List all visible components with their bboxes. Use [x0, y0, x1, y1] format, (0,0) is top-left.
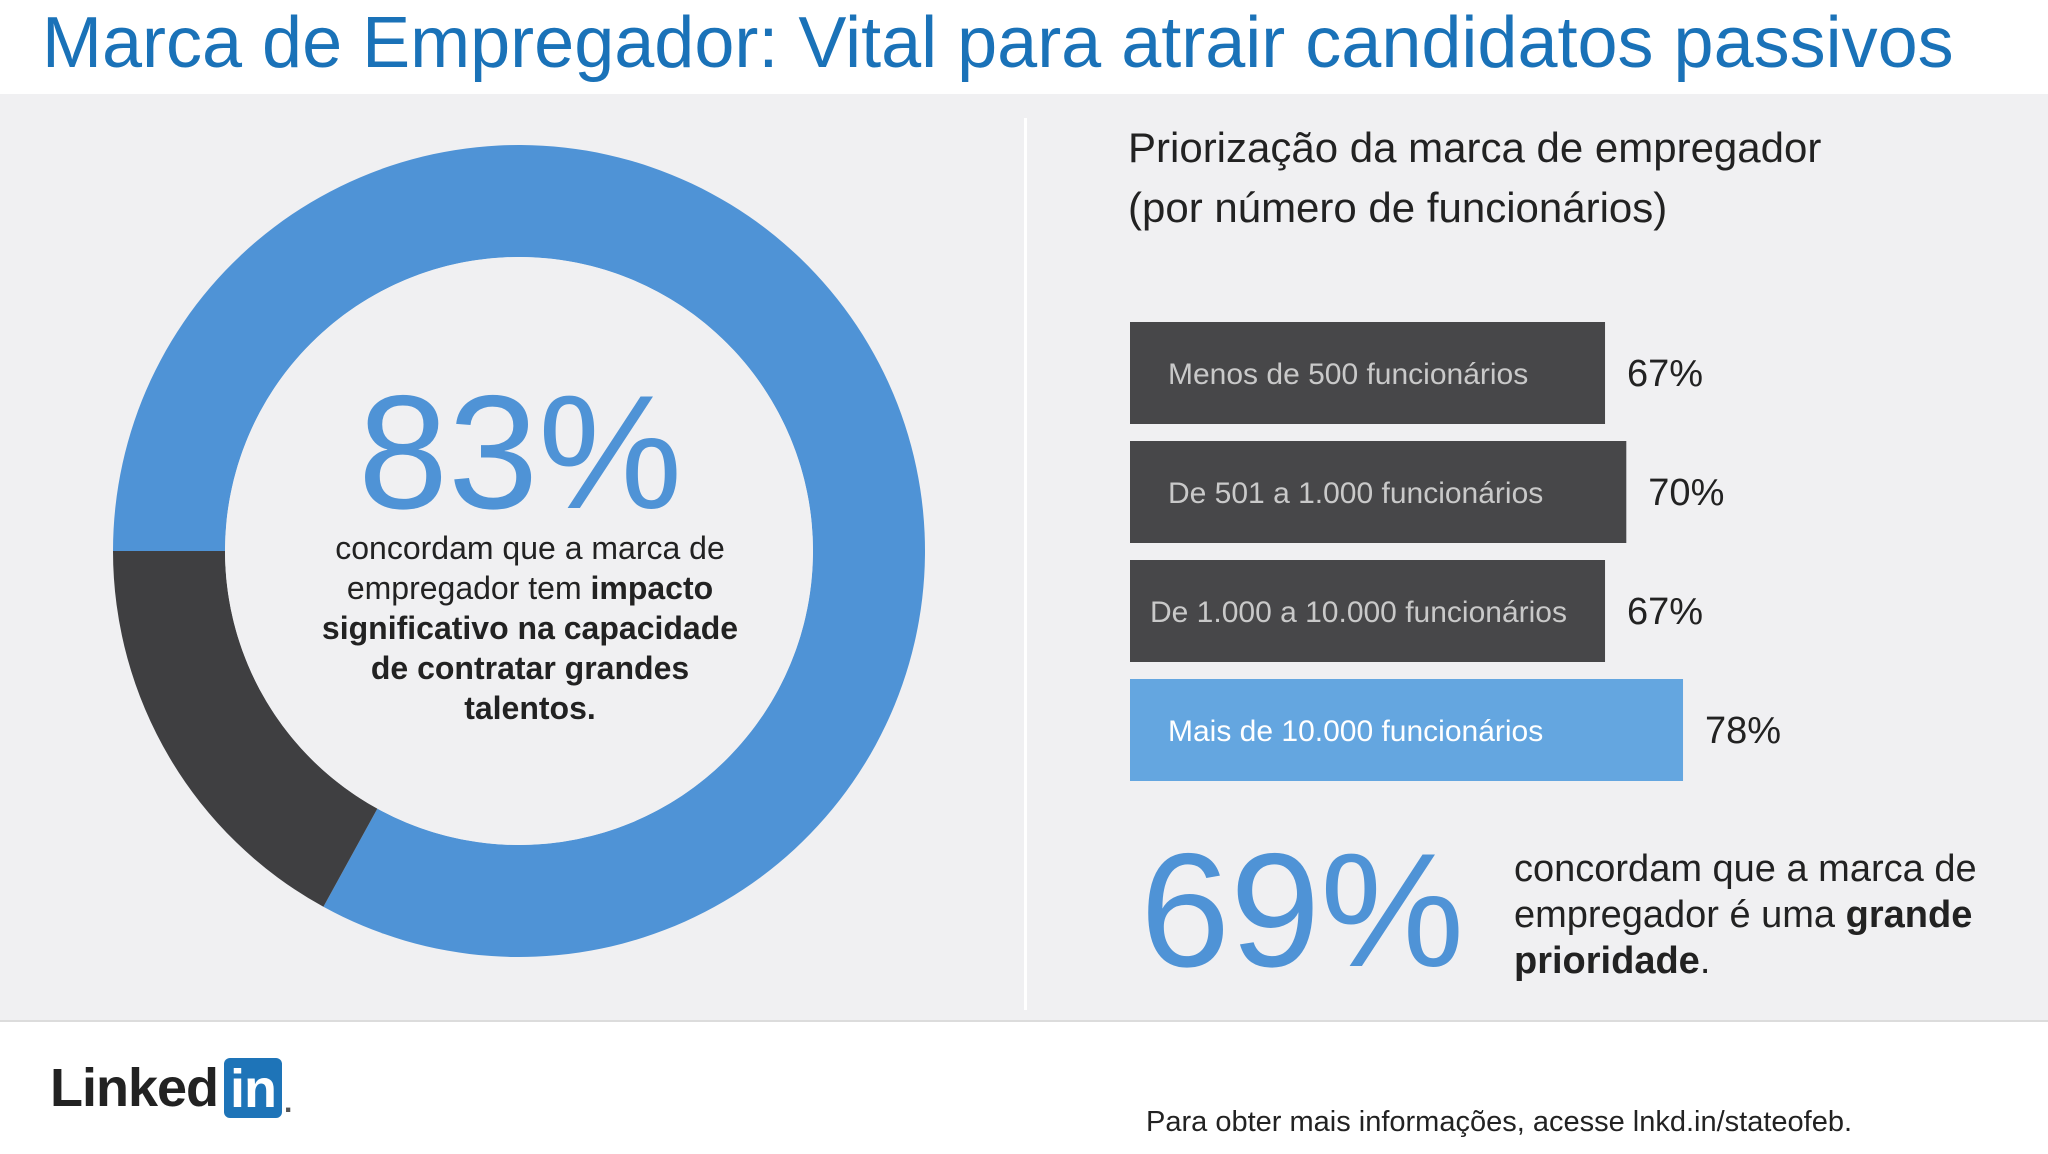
bar-chart-title-line2: (por número de funcionários) [1128, 184, 1668, 231]
footer-note: Para obter mais informações, acesse lnkd… [1146, 1106, 1853, 1138]
bar-value-1: 67% [1627, 353, 1703, 395]
bar-value-4: 78% [1705, 710, 1781, 752]
page-title: Marca de Empregador: Vital para atrair c… [42, 3, 1954, 83]
donut-caption: concordam que a marca de empregador tem … [310, 528, 750, 728]
bar-2 [1130, 441, 1627, 543]
bar-label-1: Menos de 500 funcionários [1168, 358, 1528, 391]
bar-label-4: Mais de 10.000 funcionários [1168, 715, 1543, 748]
bar-value-2: 70% [1648, 472, 1724, 514]
bar-label-2: De 501 a 1.000 funcionários [1168, 477, 1543, 510]
donut-chart [112, 145, 925, 958]
logo-dot-icon: . [284, 1086, 292, 1119]
priority-caption-end: . [1699, 940, 1711, 982]
donut-percent-label: 83% [358, 362, 683, 543]
donut-hole [225, 257, 813, 845]
donut-slice-other [112, 551, 378, 907]
logo-in-box: in [224, 1058, 283, 1119]
donut-caption-plain: concordam que a marca de empregador tem [335, 530, 725, 606]
bar-label-3: De 1.000 a 10.000 funcionários [1150, 596, 1567, 629]
footer [0, 1020, 2048, 1154]
logo-text: Linked [50, 1058, 219, 1118]
priority-caption-plain: concordam que a marca de empregador é um… [1514, 848, 1977, 936]
bar-3 [1130, 560, 1606, 662]
bar-chart-title: Priorização da marca de empregador (por … [1128, 118, 1988, 238]
linkedin-logo: Linked in. [50, 1056, 292, 1120]
donut-caption-bold: impacto significativo na capacidade de c… [321, 570, 739, 726]
bar-chart-title-line1: Priorização da marca de empregador [1128, 124, 1822, 171]
bar-1 [1130, 322, 1606, 424]
bar-value-3: 67% [1627, 591, 1703, 633]
section-divider [1024, 118, 1027, 1010]
bar-chart: Menos de 500 funcionários 67% De 501 a 1.0… [1130, 322, 1781, 781]
priority-caption-bold: grande prioridade [1514, 894, 1973, 982]
priority-caption: concordam que a marca de empregador é um… [1514, 846, 2014, 984]
bar-4 [1130, 679, 1684, 781]
title-bar: Marca de Empregador: Vital para atrair c… [0, 0, 2048, 94]
priority-percent-label: 69% [1140, 820, 1465, 1001]
